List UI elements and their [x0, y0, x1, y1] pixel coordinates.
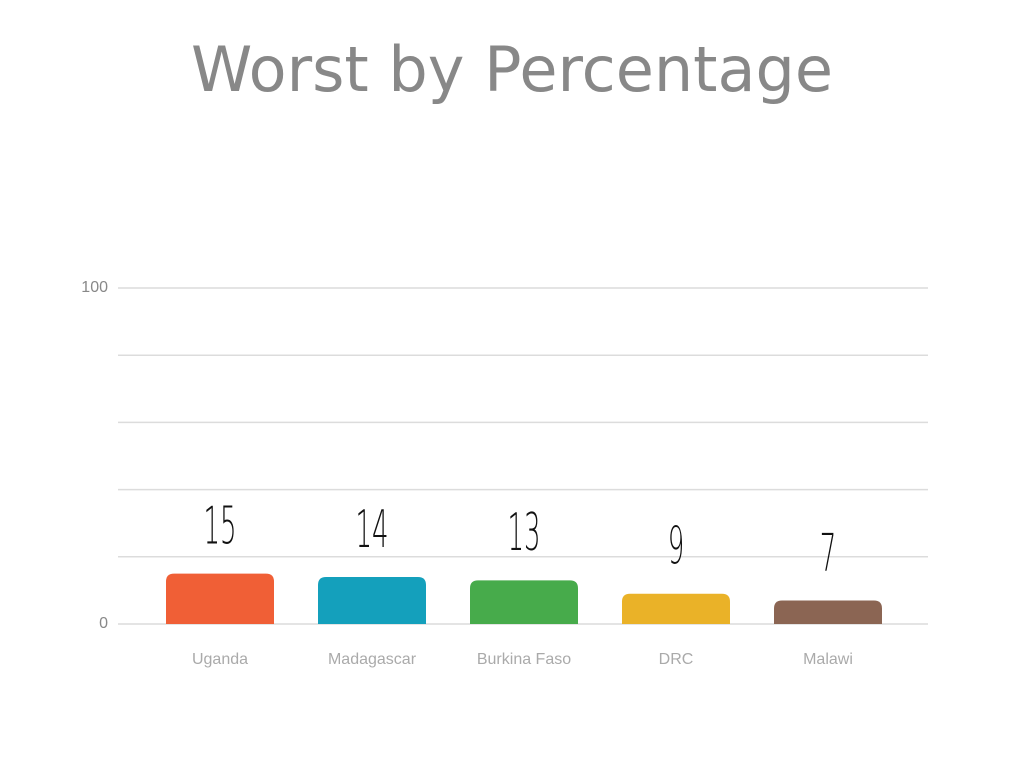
bar — [774, 600, 882, 624]
value-label-group: 7 — [820, 522, 837, 583]
x-tick-label: DRC — [659, 651, 694, 668]
bar — [622, 593, 730, 624]
x-tick-label: Uganda — [192, 651, 248, 668]
value-label-group: 14 — [355, 499, 388, 560]
value-label: 13 — [507, 502, 540, 563]
x-tick-label: Burkina Faso — [477, 651, 571, 668]
value-label: 15 — [203, 495, 236, 556]
value-label-group: 15 — [203, 495, 236, 556]
chart-title: Worst by Percentage — [191, 33, 833, 106]
y-tick-label: 0 — [99, 615, 108, 632]
bar — [470, 580, 578, 624]
x-tick-label: Malawi — [803, 651, 853, 668]
value-label-group: 13 — [507, 502, 540, 563]
value-label: 7 — [820, 522, 837, 583]
x-tick-label: Madagascar — [328, 651, 417, 668]
y-tick-label: 100 — [81, 279, 108, 296]
value-label: 9 — [668, 516, 685, 577]
value-label: 14 — [355, 499, 388, 560]
bar — [318, 576, 426, 624]
bar — [166, 573, 274, 624]
value-label-group: 9 — [668, 516, 685, 577]
